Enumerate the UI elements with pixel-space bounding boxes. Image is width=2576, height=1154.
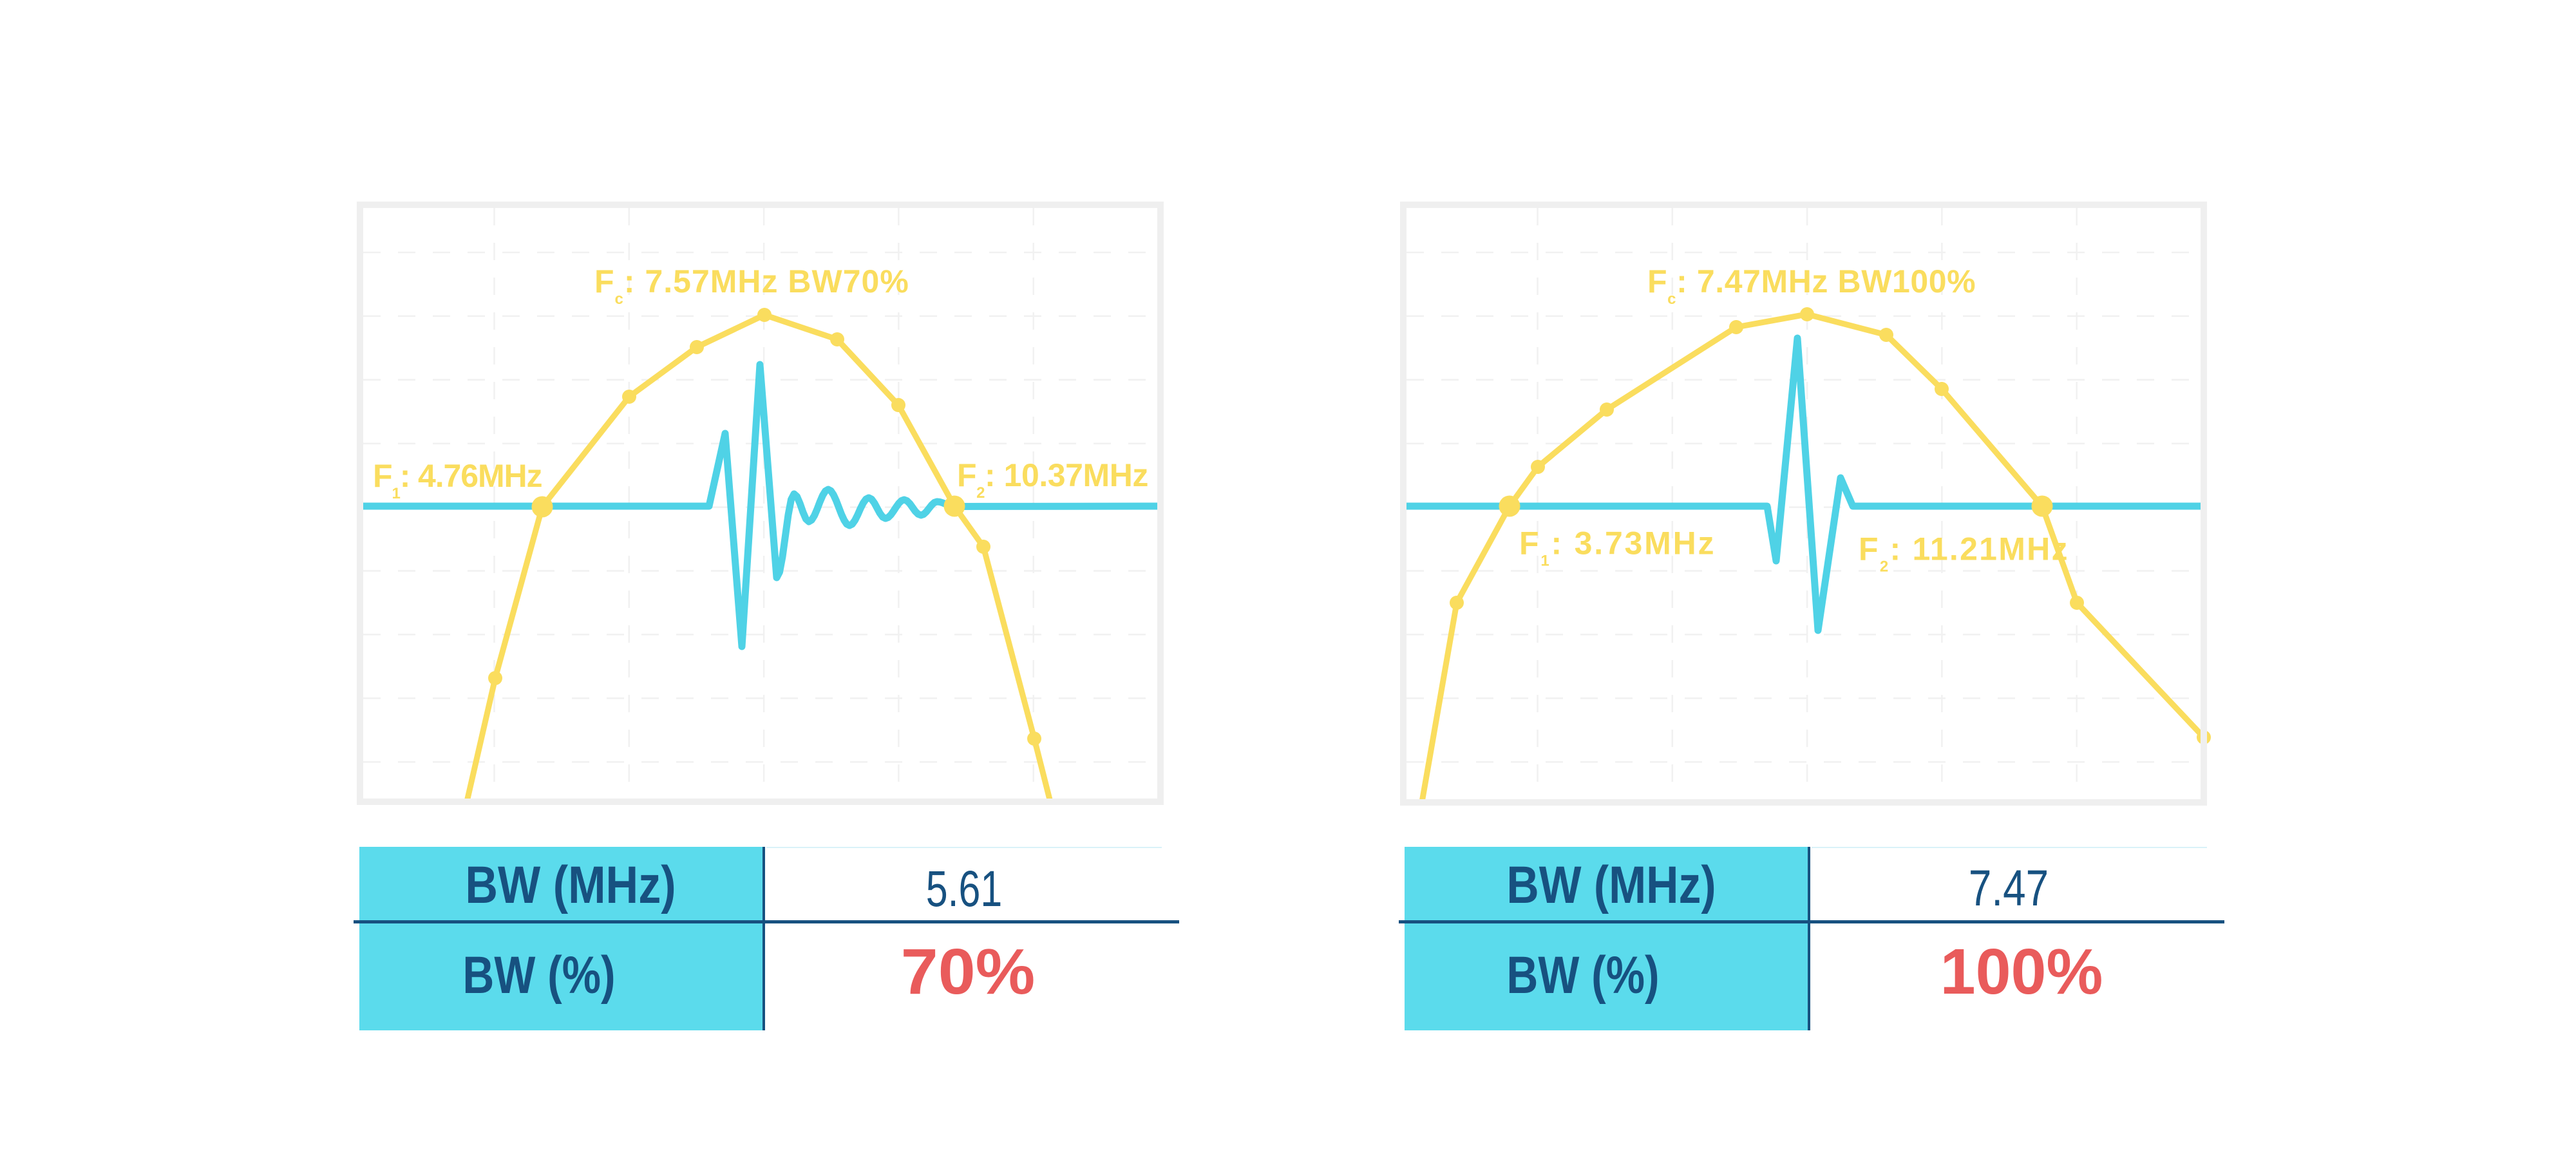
svg-text:F1: 3.73MHz: F1: 3.73MHz bbox=[1519, 525, 1716, 570]
svg-text:F2: 11.21MHz: F2: 11.21MHz bbox=[1859, 531, 2069, 576]
svg-text:F2: 10.37MHz: F2: 10.37MHz bbox=[957, 457, 1148, 502]
svg-text:Fc: 7.57MHz BW70%: Fc: 7.57MHz BW70% bbox=[594, 263, 909, 308]
svg-text:Fc: 7.47MHz BW100%: Fc: 7.47MHz BW100% bbox=[1647, 263, 1976, 308]
svg-text:F1: 4.76MHz: F1: 4.76MHz bbox=[373, 458, 542, 502]
